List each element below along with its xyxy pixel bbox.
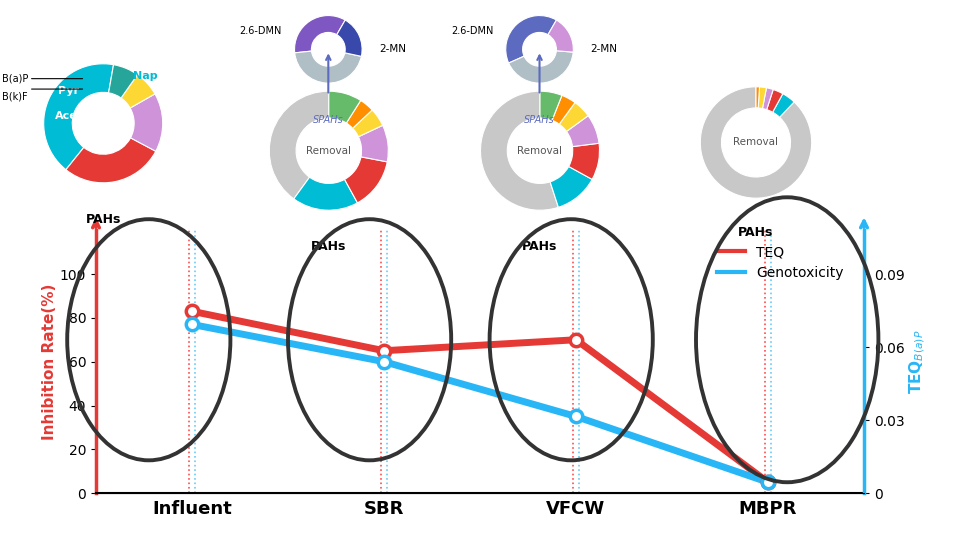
Point [568, 335, 584, 344]
Wedge shape [66, 138, 156, 183]
Wedge shape [347, 100, 372, 128]
Text: PAHs: PAHs [311, 240, 347, 253]
Text: SPAHs: SPAHs [524, 115, 555, 125]
Wedge shape [329, 91, 361, 123]
Wedge shape [762, 88, 773, 110]
Point [184, 307, 200, 316]
Text: B(a)P: B(a)P [2, 73, 29, 84]
Text: Removal: Removal [306, 146, 351, 156]
Wedge shape [701, 87, 811, 198]
Y-axis label: Inhibition Rate(%): Inhibition Rate(%) [42, 283, 58, 440]
Wedge shape [352, 110, 383, 137]
Wedge shape [270, 91, 328, 199]
Wedge shape [121, 75, 155, 108]
Wedge shape [550, 167, 592, 207]
Wedge shape [767, 89, 782, 112]
Wedge shape [295, 15, 346, 53]
Wedge shape [509, 51, 573, 83]
Point [760, 478, 776, 487]
Wedge shape [560, 102, 588, 132]
Text: PAHs: PAHs [85, 213, 121, 226]
Wedge shape [540, 91, 562, 120]
Point [568, 412, 584, 421]
Wedge shape [756, 87, 759, 108]
Wedge shape [337, 20, 362, 56]
Text: PAHs: PAHs [522, 240, 558, 253]
Wedge shape [294, 177, 357, 210]
Wedge shape [345, 157, 387, 203]
Wedge shape [131, 94, 163, 151]
Wedge shape [295, 51, 361, 83]
Point [376, 357, 392, 366]
Wedge shape [506, 15, 557, 63]
Point [760, 478, 776, 487]
Y-axis label: TEQ$_{B(a)P}$: TEQ$_{B(a)P}$ [907, 329, 926, 394]
Text: Removal: Removal [733, 138, 779, 147]
Text: 2.6-DMN: 2.6-DMN [451, 26, 493, 36]
Wedge shape [481, 91, 559, 210]
Wedge shape [568, 143, 599, 179]
Text: B(k)F: B(k)F [2, 92, 28, 101]
Text: 2.6-DMN: 2.6-DMN [240, 26, 282, 36]
Text: Pyr: Pyr [59, 85, 80, 95]
Wedge shape [773, 94, 794, 117]
Text: Ace: Ace [55, 111, 78, 121]
Wedge shape [548, 20, 573, 52]
Text: SPAHs: SPAHs [313, 115, 344, 125]
Legend: TEQ, Genotoxicity: TEQ, Genotoxicity [712, 239, 850, 286]
Wedge shape [108, 65, 137, 98]
Text: PAHs: PAHs [738, 226, 774, 239]
Wedge shape [358, 125, 388, 162]
Text: Nap: Nap [132, 71, 157, 81]
Wedge shape [552, 95, 575, 124]
Point [376, 346, 392, 355]
Wedge shape [44, 64, 113, 170]
Point [184, 320, 200, 329]
Text: 2-MN: 2-MN [379, 44, 406, 54]
Wedge shape [566, 116, 599, 147]
Text: Removal: Removal [517, 146, 563, 156]
Text: 2-MN: 2-MN [590, 44, 617, 54]
Wedge shape [758, 87, 766, 109]
